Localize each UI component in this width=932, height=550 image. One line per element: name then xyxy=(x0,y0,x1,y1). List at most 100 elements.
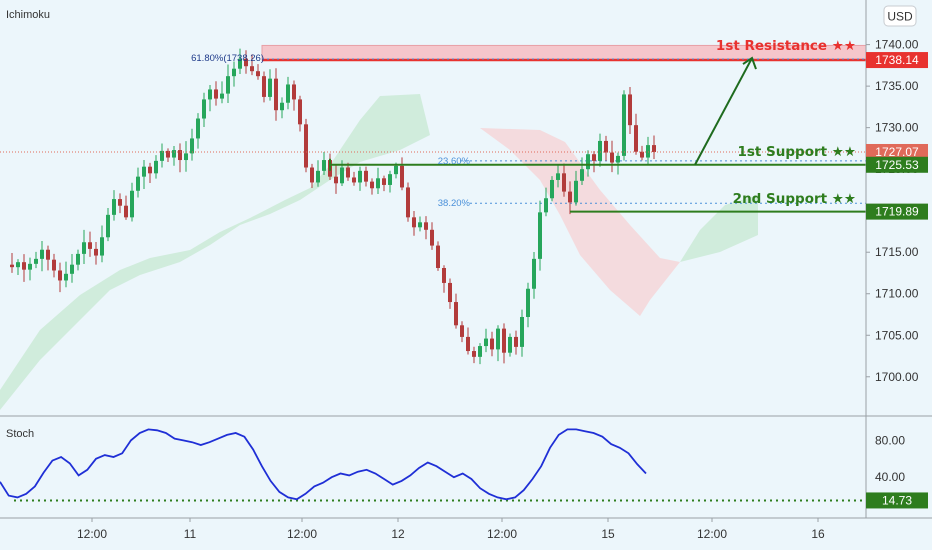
candle-body xyxy=(40,249,44,259)
candle-body xyxy=(502,328,506,353)
stoch-badge-text: 14.73 xyxy=(882,493,912,507)
candle-body xyxy=(376,178,380,189)
candle-body xyxy=(394,165,398,175)
candle-body xyxy=(532,258,536,289)
candle-body xyxy=(256,71,260,77)
support2-label: 2nd Support ★★ xyxy=(733,191,856,207)
time-tick-label: 12:00 xyxy=(287,527,317,541)
level-lines xyxy=(0,56,866,213)
resistance-zone xyxy=(261,44,867,62)
candle-body xyxy=(70,264,74,274)
ichimoku-cloud xyxy=(0,94,758,410)
candle-body xyxy=(478,346,482,357)
price-tick-label: 1710.00 xyxy=(875,287,919,301)
candle-body xyxy=(28,263,32,270)
time-tick-label: 12 xyxy=(391,527,405,541)
stoch-tick-label: 80.00 xyxy=(875,433,905,447)
stoch-tick-label: 40.00 xyxy=(875,470,905,484)
price-tick-label: 1700.00 xyxy=(875,370,919,384)
candle-body xyxy=(46,249,50,260)
candle-body xyxy=(646,145,650,158)
candle-body xyxy=(304,124,308,168)
cloud-bearish xyxy=(480,128,680,316)
candle-body xyxy=(466,336,470,352)
time-tick-label: 12:00 xyxy=(697,527,727,541)
candle-body xyxy=(484,338,488,347)
cloud-bullish xyxy=(0,94,430,410)
time-tick-label: 12:00 xyxy=(77,527,107,541)
candle-body xyxy=(598,140,602,161)
candle-body xyxy=(322,160,326,171)
candle-body xyxy=(172,150,176,158)
candle-body xyxy=(430,229,434,246)
candle-body xyxy=(286,84,290,103)
candle-body xyxy=(166,150,170,158)
support2-badge-text: 1719.89 xyxy=(875,205,919,219)
candle-body xyxy=(184,153,188,161)
candle-body xyxy=(292,84,296,100)
resistance-badge-text: 1738.14 xyxy=(875,53,919,67)
price-tick-label: 1715.00 xyxy=(875,245,919,259)
candle-body xyxy=(436,245,440,268)
candle-body xyxy=(400,165,404,188)
stoch-level-badge: 14.73 xyxy=(866,492,928,509)
candle-body xyxy=(616,155,620,163)
candle-body xyxy=(634,125,638,152)
candle-body xyxy=(448,282,452,303)
candles xyxy=(10,48,656,365)
candle-body xyxy=(262,76,266,97)
fibonacci-levels xyxy=(262,58,866,204)
price-tick-label: 1730.00 xyxy=(875,121,919,135)
candle-body xyxy=(352,177,356,183)
fib-label-382: 38.20% xyxy=(438,198,471,209)
candle-body xyxy=(652,145,656,152)
candle-body xyxy=(34,258,38,264)
candle-body xyxy=(388,174,392,185)
candle-body xyxy=(592,154,596,161)
candle-body xyxy=(358,170,362,183)
candle-body xyxy=(274,78,278,111)
candle-body xyxy=(118,199,122,206)
candle-body xyxy=(94,248,98,256)
candle-body xyxy=(64,273,68,281)
candle-body xyxy=(154,160,158,174)
time-tick-label: 12:00 xyxy=(487,527,517,541)
currency-button[interactable] xyxy=(883,5,917,27)
candle-body xyxy=(88,242,92,249)
candle-body xyxy=(604,140,608,153)
candle-body xyxy=(310,167,314,183)
candle-body xyxy=(424,222,428,230)
candle-body xyxy=(238,58,242,69)
candle-body xyxy=(22,262,26,270)
candle-body xyxy=(130,190,134,218)
candle-body xyxy=(148,166,152,174)
candle-body xyxy=(508,336,512,353)
candle-body xyxy=(112,199,116,215)
candle-body xyxy=(76,253,80,265)
candle-body xyxy=(58,270,62,281)
support1-label: 1st Support ★★ xyxy=(737,144,856,160)
projection-arrow xyxy=(694,57,753,166)
candle-body xyxy=(244,58,248,67)
stochastic-panel xyxy=(0,428,866,502)
candle-body xyxy=(418,222,422,228)
projection-arrow-head xyxy=(742,56,757,70)
candle-body xyxy=(640,151,644,158)
candle-body xyxy=(10,264,14,268)
candle-body xyxy=(298,99,302,125)
candle-body xyxy=(208,89,212,100)
candle-body xyxy=(406,187,410,218)
candle-body xyxy=(232,68,236,77)
candle-body xyxy=(100,237,104,256)
time-tick-label: 11 xyxy=(184,527,197,541)
candle-body xyxy=(526,288,530,317)
candle-body xyxy=(136,176,140,191)
candle-body xyxy=(562,173,566,192)
candle-body xyxy=(622,94,626,156)
oscillator-title: Stoch xyxy=(6,428,34,440)
candle-body xyxy=(514,336,518,347)
candle-body xyxy=(538,212,542,259)
support1-badge-text: 1725.53 xyxy=(875,158,919,172)
candle-body xyxy=(610,152,614,163)
candle-body xyxy=(142,166,146,177)
